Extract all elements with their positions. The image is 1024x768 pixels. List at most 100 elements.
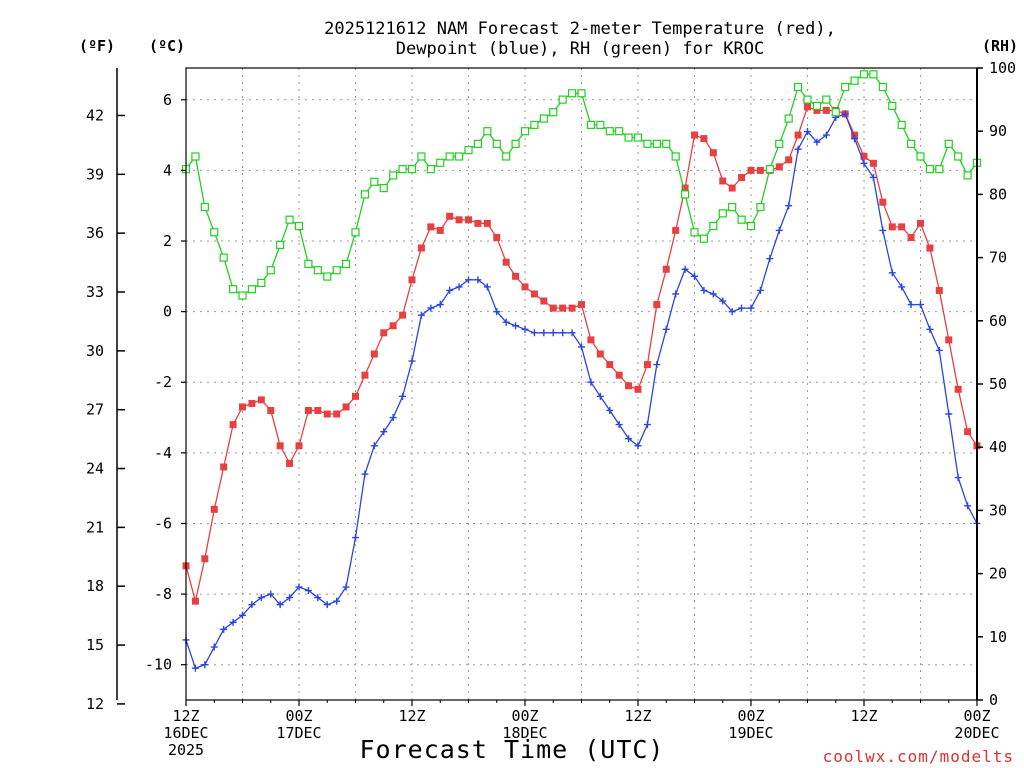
rh-tick-label: 100 — [989, 59, 1016, 77]
rh-point — [822, 95, 831, 104]
temperature-point — [907, 233, 915, 241]
dewpoint-point — [954, 474, 962, 482]
rh-point — [680, 190, 690, 199]
chart-title-line-1: 2025121612 NAM Forecast 2-meter Temperat… — [324, 19, 836, 39]
dewpoint-point — [446, 286, 454, 294]
temperature-point — [606, 361, 614, 369]
temperature-point — [860, 152, 868, 160]
x-tick-label: 00Z — [285, 707, 312, 725]
temperature-point — [521, 283, 529, 291]
dewpoint-point — [756, 286, 764, 294]
dewpoint-point — [286, 594, 294, 602]
rh-point — [276, 240, 285, 250]
dewpoint-point — [709, 290, 717, 298]
celsius-tick-label: -10 — [145, 656, 172, 674]
dewpoint-point — [841, 110, 849, 118]
rh-point — [228, 285, 238, 294]
chart-text: 2025121612 NAM Forecast 2-meter Temperat… — [79, 19, 1018, 766]
temperature-point — [427, 223, 435, 231]
temperature-point — [869, 159, 877, 167]
dewpoint-point — [257, 594, 265, 602]
rh-point — [445, 152, 454, 161]
rh-point — [511, 139, 520, 148]
temperature-point — [549, 304, 557, 312]
dewpoint-point — [220, 625, 228, 633]
rh-point — [191, 152, 200, 161]
temperature-point — [446, 212, 454, 220]
rh-point — [812, 101, 822, 111]
rh-point — [652, 139, 661, 148]
grid — [186, 68, 977, 700]
rh-point — [285, 215, 294, 224]
rh-point — [728, 202, 737, 212]
rh-point — [407, 165, 417, 174]
temperature-point — [634, 385, 642, 393]
dewpoint-point — [606, 406, 614, 414]
dewpoint-point — [352, 534, 359, 542]
dewpoint-point — [634, 442, 642, 450]
temperature-point — [888, 223, 896, 231]
rh-point — [718, 209, 727, 218]
temperature-point — [822, 106, 830, 114]
celsius-tick-label: 0 — [163, 303, 172, 321]
rh-tick-label: 50 — [989, 375, 1007, 393]
rh-point — [417, 152, 426, 161]
rh-tick-label: 60 — [989, 312, 1007, 330]
rh-point — [671, 152, 680, 161]
dewpoint-point — [568, 329, 576, 337]
temperature-point — [483, 219, 491, 227]
rh-point — [954, 152, 963, 161]
dewpoint-point — [869, 173, 877, 181]
dewpoint-point — [662, 325, 670, 333]
temperature-point — [352, 392, 359, 400]
temperature-point — [408, 276, 416, 284]
dewpoint-point — [625, 435, 633, 443]
dewpoint-point — [267, 590, 275, 598]
celsius-tick-label: -2 — [154, 373, 172, 391]
rh-point — [530, 120, 539, 129]
rh-point — [454, 152, 464, 161]
dewpoint-point — [775, 226, 783, 234]
temperature-point — [304, 406, 312, 414]
rh-point — [520, 127, 530, 136]
dewpoint-point — [361, 470, 369, 478]
dewpoint-point — [436, 301, 444, 309]
temperature-point — [417, 244, 425, 252]
celsius-tick-label: -6 — [154, 514, 172, 532]
temperature-point — [625, 382, 633, 390]
rh-series — [181, 70, 982, 300]
fahrenheit-tick-label: 15 — [86, 636, 104, 654]
rh-point — [605, 127, 614, 136]
temperature-point — [333, 410, 341, 418]
dewpoint-point — [681, 265, 689, 273]
rh-point — [775, 139, 784, 148]
temperature-point — [512, 272, 520, 280]
dewpoint-point — [210, 643, 218, 651]
temperature-point — [643, 361, 651, 369]
x-axis-label: Forecast Time (UTC) — [360, 735, 665, 764]
temperature-point — [917, 219, 924, 227]
series-layer — [181, 70, 982, 672]
x-tick-label: 12Z — [398, 707, 425, 725]
temperature-point — [380, 329, 388, 337]
temperature-point — [700, 135, 708, 143]
dewpoint-point — [408, 357, 416, 365]
dewpoint-point — [587, 378, 595, 386]
rh-point — [878, 82, 887, 92]
temperature-point — [804, 103, 811, 111]
dewpoint-point — [229, 618, 237, 626]
rh-tick-label: 80 — [989, 185, 1007, 203]
temperature-point — [662, 265, 670, 273]
temperature-point — [728, 184, 736, 192]
rh-tick-label: 90 — [989, 122, 1007, 140]
temperature-point — [530, 290, 538, 298]
rh-point — [925, 165, 935, 174]
x-tick-label: 00Z — [511, 707, 538, 725]
rh-point — [756, 202, 765, 212]
x-tick-label: 12Z — [850, 707, 877, 725]
fahrenheit-tick-label: 24 — [86, 460, 104, 478]
temperature-point — [361, 371, 369, 379]
temperature-point — [220, 463, 228, 471]
temperature-point — [559, 304, 567, 312]
rh-point — [502, 152, 511, 161]
